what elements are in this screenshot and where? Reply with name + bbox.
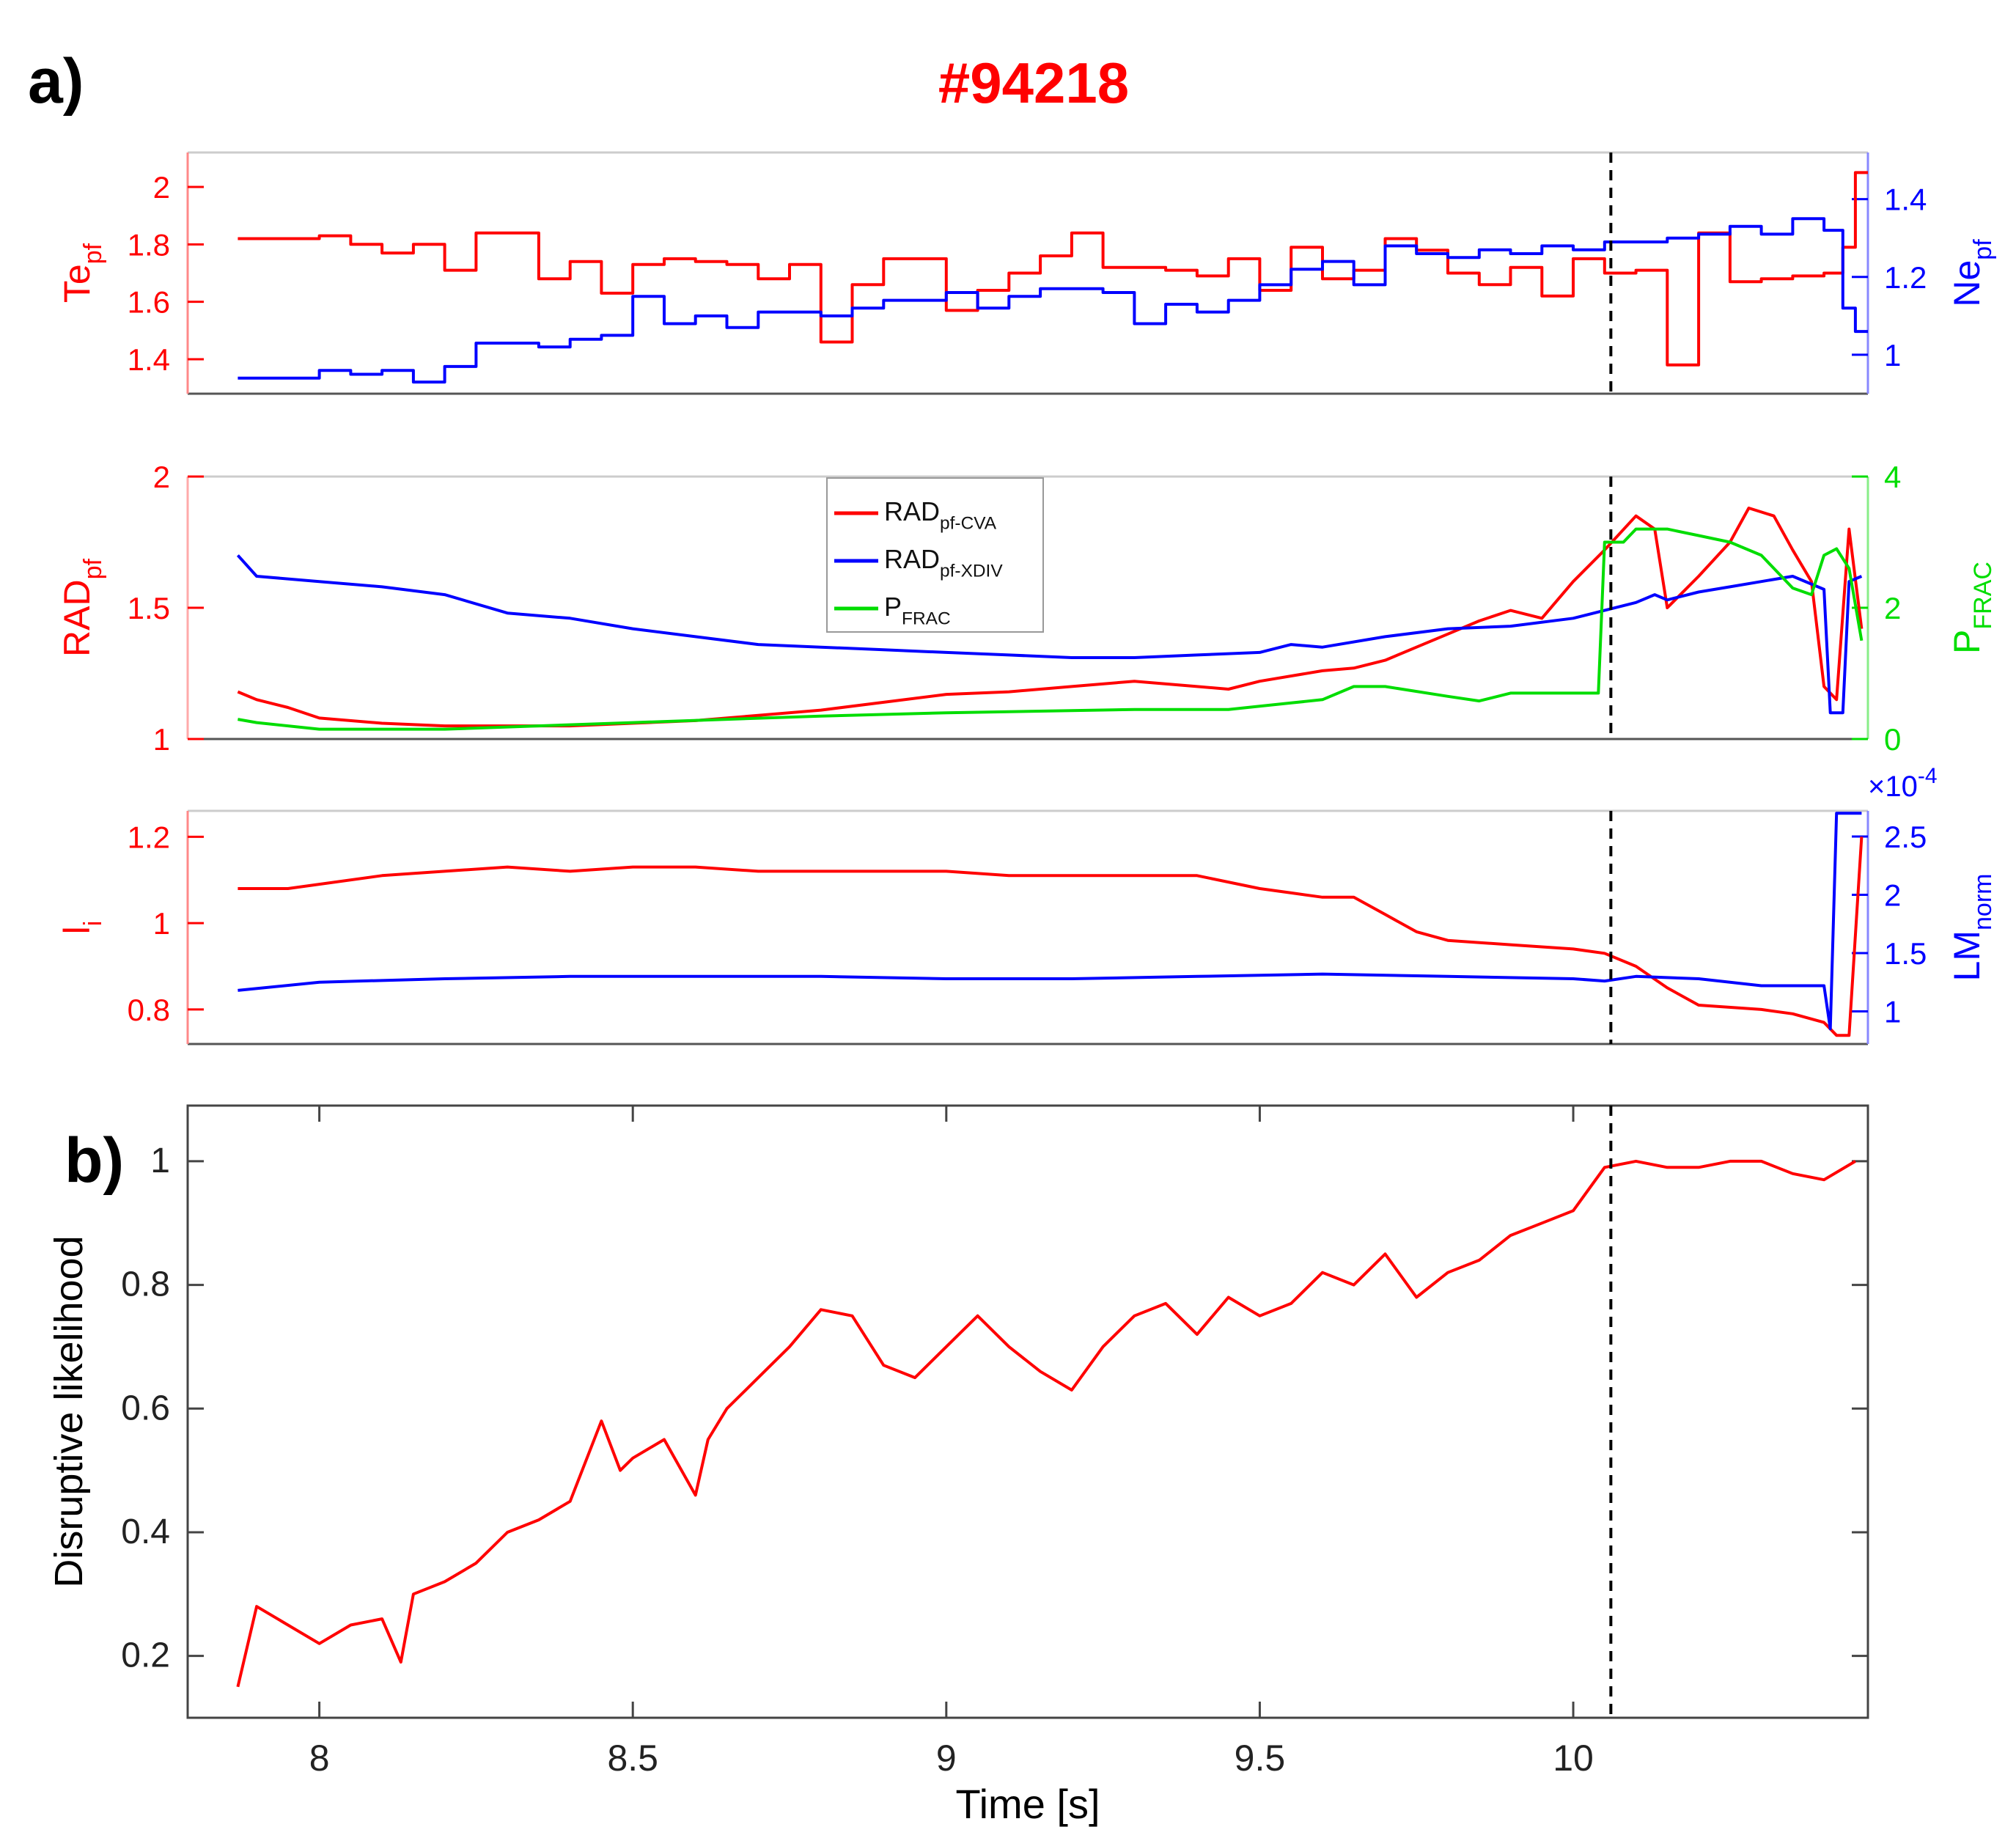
svg-text:li: li — [56, 921, 107, 935]
series-layer — [236, 507, 1864, 731]
svg-text:RADpf: RADpf — [56, 558, 107, 656]
xlabel: Time [s] — [955, 1781, 1100, 1827]
ytick-label-left: 1.4 — [128, 342, 170, 377]
series-line-1 — [238, 812, 1862, 1031]
panel-li-lm: 0.8 1 1.2 1 1.5 2 2.5 ×10-4 — [128, 764, 1938, 1045]
panel-dl: 0.2 0.4 0.6 0.8 1 Disruptive likelihood Time [… — [47, 1104, 1869, 1827]
panel-b-label: b) — [65, 1125, 124, 1196]
series-layer — [236, 1159, 1856, 1688]
exponent-label: ×10-4 — [1868, 764, 1938, 803]
ytick-label-left: 0.2 — [121, 1636, 170, 1675]
series-line-0 — [238, 837, 1864, 1037]
series-layer — [238, 812, 1864, 1037]
ytick-label-left: 1 — [153, 722, 170, 757]
ytick-label-right: 2 — [1884, 591, 1901, 625]
ytick-label-right: 1.4 — [1884, 183, 1927, 217]
series-line-1 — [238, 217, 1868, 384]
svg-text:RADpf-CVA: RADpf-CVA — [884, 496, 997, 534]
svg-text:PFRAC: PFRAC — [1946, 562, 1997, 654]
ytick-label-left: 1 — [153, 906, 170, 941]
svg-text:Nepf: Nepf — [1946, 239, 1997, 307]
svg-text:Tepf: Tepf — [56, 243, 107, 303]
panel-te-ne: 1.4 1.6 1.8 2 1 1.2 1.4 — [128, 151, 1927, 395]
ytick-label-right: 1 — [1884, 994, 1901, 1029]
svg-text:PFRAC: PFRAC — [884, 592, 951, 629]
xtick-label: 9 — [936, 1738, 957, 1779]
ylabel-left: RADpf — [56, 558, 107, 656]
ytick-label-left: 0.4 — [121, 1512, 170, 1551]
ylabel-left: li — [56, 921, 107, 935]
ytick-label-left: 1.2 — [128, 820, 170, 854]
ytick-label-left: 1.5 — [128, 591, 170, 625]
xtick-label: 8.5 — [607, 1738, 658, 1779]
ytick-label-left: 0.6 — [121, 1389, 170, 1427]
panel-a-label: a) — [28, 46, 84, 117]
ytick-label-right: 1 — [1884, 338, 1901, 372]
ytick-label-left: 0.8 — [121, 1265, 170, 1304]
panel-rad: 1 1.5 2 0 2 4 RADpf-CVA RADpf-XDIV PFRAC — [128, 460, 1902, 757]
series-line-2 — [238, 527, 1864, 731]
ytick-label-left: 1 — [150, 1142, 170, 1180]
svg-text:RADpf-XDIV: RADpf-XDIV — [884, 544, 1003, 581]
ytick-label-left: 2 — [153, 170, 170, 205]
legend-label: PFRAC — [884, 592, 951, 629]
series-layer — [238, 171, 1868, 384]
xtick-label: 10 — [1553, 1738, 1594, 1779]
ytick-label-right: 0 — [1884, 722, 1901, 757]
ylabel: Disruptive likelihood — [47, 1235, 91, 1587]
ytick-label-right: 2.5 — [1884, 820, 1927, 854]
ytick-label-left: 2 — [153, 460, 170, 494]
ylabel-right: Nepf — [1946, 239, 1997, 307]
ytick-label-right: 1.5 — [1884, 936, 1927, 971]
ytick-label-right: 1.2 — [1884, 260, 1927, 295]
series-line-0 — [238, 171, 1868, 367]
ytick-label-left: 1.6 — [128, 285, 170, 320]
ylabel-left: Tepf — [56, 243, 107, 303]
xtick-label: 9.5 — [1235, 1738, 1286, 1779]
plot-frame — [186, 1104, 1869, 1719]
ytick-label-right: 4 — [1884, 460, 1901, 494]
series-line-0 — [236, 1159, 1856, 1688]
svg-text:LMnorm: LMnorm — [1946, 874, 1997, 982]
series-line-1 — [236, 554, 1863, 715]
ylabel-right: LMnorm — [1946, 874, 1997, 982]
shot-title: #94218 — [938, 51, 1129, 115]
legend-box — [826, 477, 1044, 633]
ylabel-right: PFRAC — [1946, 562, 1997, 654]
ytick-label-left: 0.8 — [128, 993, 170, 1027]
panels-layer: 1.4 1.6 1.8 2 1 1.2 1.4 Tepf Nepf 1 1.5 2 0 2 4 RADpf-C… — [47, 151, 1997, 1827]
legend-label: RADpf-CVA — [884, 496, 997, 534]
legend-label: RADpf-XDIV — [884, 544, 1003, 581]
ytick-label-left: 1.8 — [128, 227, 170, 262]
ytick-label-right: 2 — [1884, 878, 1901, 912]
xtick-label: 8 — [309, 1738, 330, 1779]
